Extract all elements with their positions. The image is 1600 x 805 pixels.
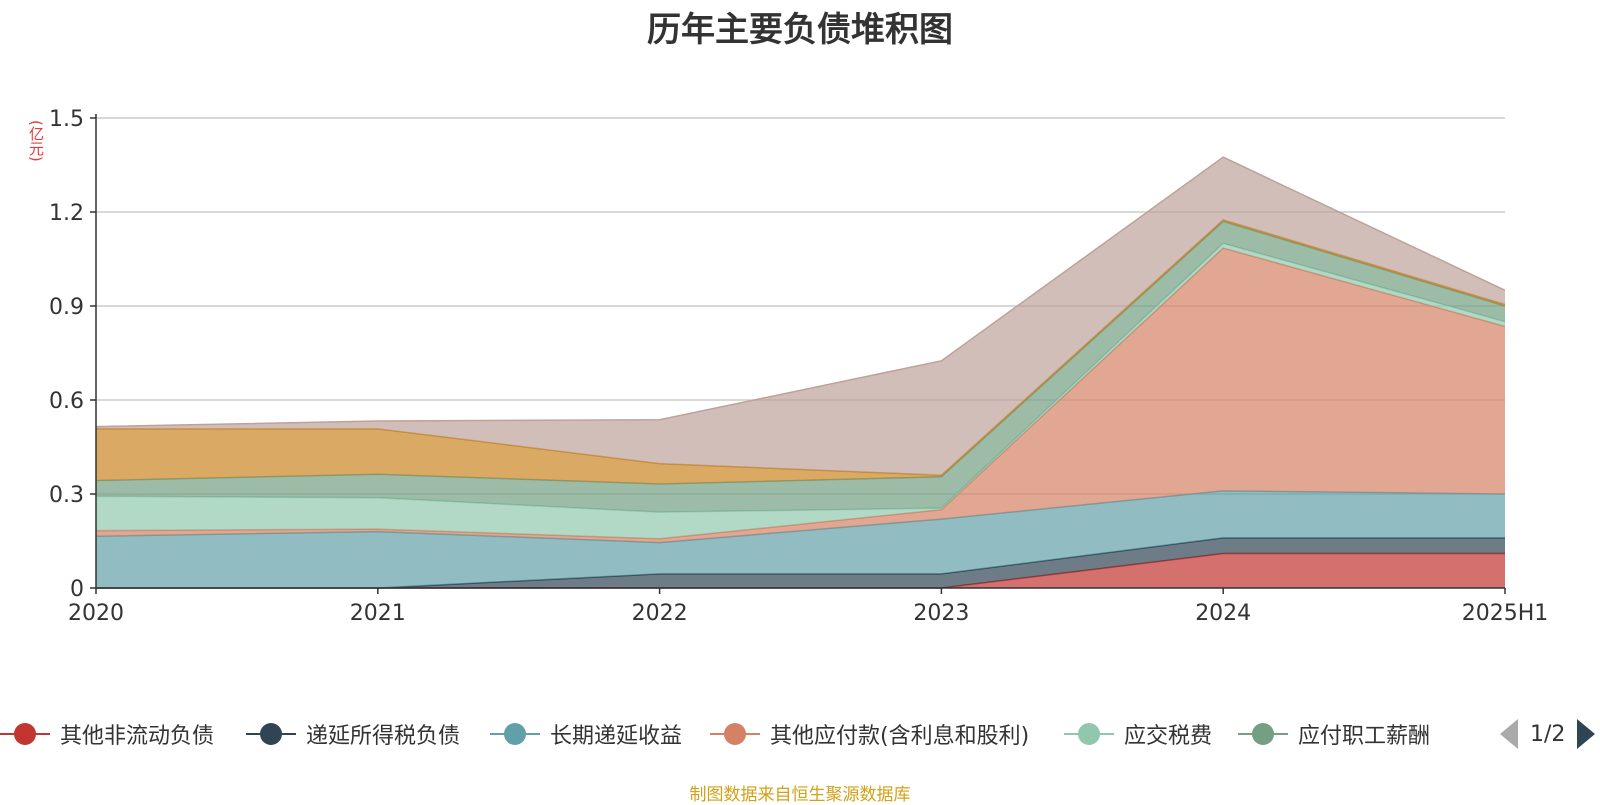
area-edge-2 xyxy=(95,490,1506,544)
x-tick-label: 2023 xyxy=(913,601,969,626)
legend: 其他非流动负债 递延所得税负债 长期递延收益 其他应付款(含利息和股利) 应交税费 应付职… xyxy=(0,716,1600,752)
legend-pager: 1/2 xyxy=(1500,716,1596,752)
legend-marker-icon xyxy=(246,721,296,747)
legend-item[interactable]: 其他应付款(含利息和股利) xyxy=(710,716,1029,752)
legend-item[interactable]: 应付职工薪酬 xyxy=(1238,716,1430,752)
x-tick-label: 2020 xyxy=(68,601,124,626)
area-edge-7 xyxy=(95,156,1506,428)
legend-item[interactable]: 其他非流动负债 xyxy=(0,716,214,752)
legend-label: 应付职工薪酬 xyxy=(1298,724,1431,749)
legend-label: 递延所得税负债 xyxy=(306,724,461,749)
legend-marker-icon xyxy=(490,721,540,747)
legend-label: 其他应付款(含利息和股利) xyxy=(770,724,1030,749)
x-tick-label: 2021 xyxy=(350,601,406,626)
x-tick-label: 2024 xyxy=(1195,601,1251,626)
y-tick-label: 1.2 xyxy=(49,201,84,226)
area-series-7 xyxy=(96,157,1505,476)
area-series-6 xyxy=(96,219,1505,484)
y-tick-label: 0.6 xyxy=(49,389,84,414)
legend-item[interactable]: 长期递延收益 xyxy=(490,716,682,752)
legend-marker-icon xyxy=(0,721,50,747)
legend-prev-icon[interactable] xyxy=(1500,719,1518,749)
area-series-1 xyxy=(96,537,1505,588)
area-series-5 xyxy=(96,221,1505,513)
x-tick-label: 2022 xyxy=(632,601,688,626)
x-tick-label: 2025H1 xyxy=(1462,601,1549,626)
legend-label: 长期递延收益 xyxy=(550,724,683,749)
area-series-3 xyxy=(96,248,1505,543)
stacked-area-chart: 0 0.3 0.6 0.9 1.2 1.5 2020 2021 2022 2023 2024 2025… xyxy=(49,107,1548,626)
area-series-4 xyxy=(96,243,1505,539)
legend-page-indicator: 1/2 xyxy=(1530,721,1566,747)
data-source-note: 制图数据来自恒生聚源数据库 xyxy=(689,785,911,805)
area-series-2 xyxy=(96,490,1505,588)
legend-next-icon[interactable] xyxy=(1577,719,1596,749)
legend-marker-icon xyxy=(1064,721,1114,747)
y-tick-label: 0.3 xyxy=(49,483,84,508)
axes xyxy=(90,114,1506,594)
chart-title: 历年主要负债堆积图 xyxy=(647,10,953,50)
y-tick-label: 0.9 xyxy=(49,295,84,320)
y-axis-unit: (亿元) xyxy=(27,120,45,162)
area-series xyxy=(95,156,1506,589)
y-tick-label: 1.5 xyxy=(49,107,84,132)
legend-item[interactable]: 应交税费 xyxy=(1064,716,1212,752)
legend-marker-icon xyxy=(710,721,760,747)
legend-marker-icon xyxy=(1238,721,1288,747)
y-tick-label: 0 xyxy=(70,577,84,602)
tick-labels: 0 0.3 0.6 0.9 1.2 1.5 2020 2021 2022 2023 2024 2025… xyxy=(49,107,1548,626)
legend-item[interactable]: 递延所得税负债 xyxy=(246,716,460,752)
legend-label: 应交税费 xyxy=(1124,724,1213,749)
legend-label: 其他非流动负债 xyxy=(60,724,215,749)
